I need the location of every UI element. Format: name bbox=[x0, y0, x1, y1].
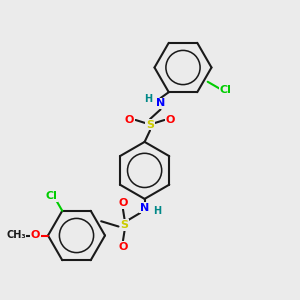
Text: O: O bbox=[125, 115, 134, 125]
Text: O: O bbox=[31, 230, 40, 241]
Text: Cl: Cl bbox=[220, 85, 232, 95]
Text: H: H bbox=[153, 206, 161, 216]
Text: CH₃: CH₃ bbox=[6, 230, 26, 241]
Text: N: N bbox=[156, 98, 165, 109]
Text: S: S bbox=[121, 220, 128, 230]
Text: S: S bbox=[146, 119, 154, 130]
Text: H: H bbox=[144, 94, 152, 104]
Text: O: O bbox=[166, 115, 175, 125]
Text: O: O bbox=[118, 198, 128, 208]
Text: N: N bbox=[140, 202, 149, 213]
Text: O: O bbox=[118, 242, 128, 252]
Text: Cl: Cl bbox=[45, 191, 57, 201]
